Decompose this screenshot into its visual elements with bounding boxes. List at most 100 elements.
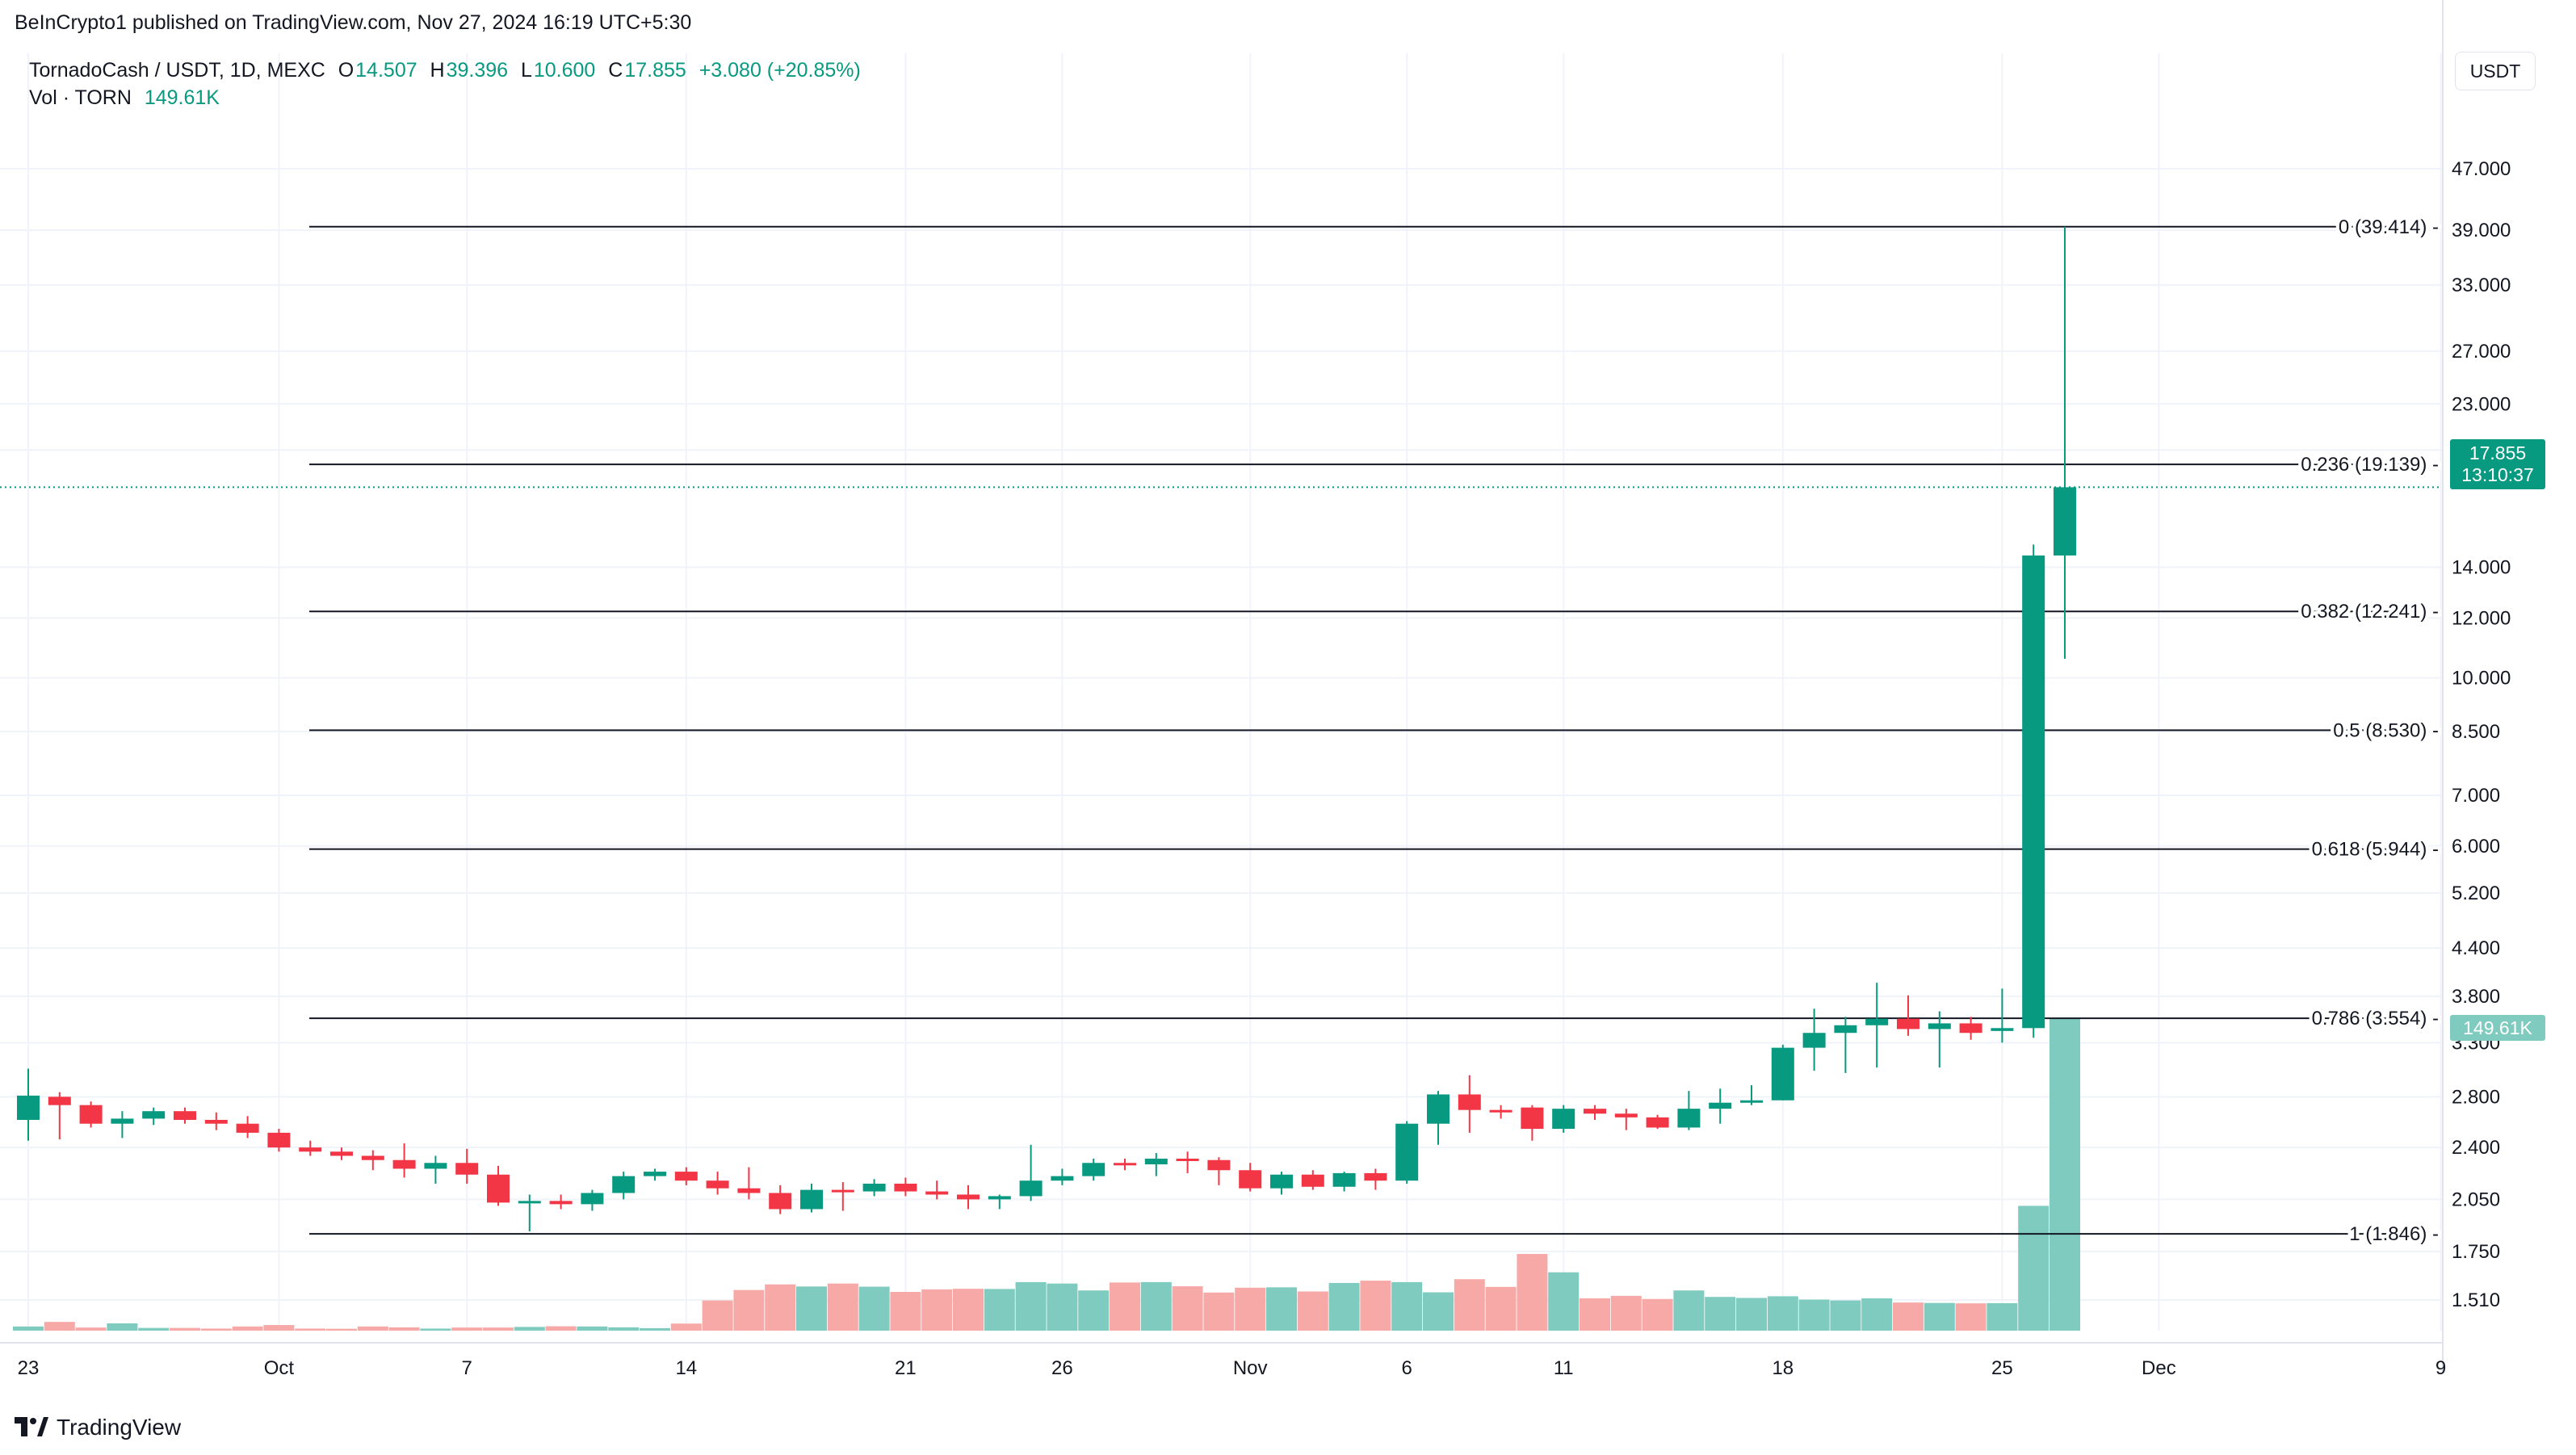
volume-bar [1705,1297,1736,1331]
y-axis-tick-label: 33.000 [2452,275,2511,296]
candle-body [581,1193,604,1205]
volume-bar [1798,1299,1830,1331]
tradingview-logo[interactable]: TradingView [15,1415,181,1440]
x-axis-tick-label: 21 [895,1357,917,1379]
legend-volume-value: 149.61K [144,86,220,109]
volume-bar [1987,1302,2018,1331]
volume-bar [1266,1287,1297,1331]
fib-level-label: 0 (39.414) - [2339,216,2439,238]
candle-body [1458,1094,1481,1110]
volume-bar [1924,1302,1955,1331]
currency-button[interactable]: USDT [2455,52,2536,90]
legend-close-value: 17.855 [624,59,686,82]
y-axis-tick-label: 5.200 [2452,883,2500,904]
volume-bar [138,1327,170,1331]
y-axis-tick-label: 23.000 [2452,393,2511,415]
candle-body [1427,1094,1450,1124]
candle-body [706,1180,729,1189]
candle-body [1489,1109,1512,1113]
legend-high-value: 39.396 [446,59,509,82]
volume-bar [1830,1300,1861,1331]
y-axis-tick-label: 6.000 [2452,836,2500,857]
candle-body [1991,1028,2014,1031]
volume-bar [1548,1272,1580,1331]
candle-body [800,1189,823,1210]
last-price-value: 17.855 [2469,442,2527,463]
volume-bar [1517,1254,1548,1331]
candle-body [455,1163,479,1175]
volume-bar [1328,1282,1360,1331]
volume-bar [232,1326,263,1331]
legend-high-label: H [430,59,445,82]
legend-open-label: O [338,59,355,82]
y-axis-tick-label: 39.000 [2452,220,2511,241]
y-axis-tick-label: 2.800 [2452,1086,2500,1108]
x-axis-tick-label: Dec [2142,1357,2176,1379]
volume-bar [1642,1298,1673,1331]
candle-body [1395,1123,1419,1181]
volume-bar [608,1327,640,1331]
bar-countdown: 13:10:37 [2461,464,2534,485]
legend-close-label: C [608,59,623,82]
volume-bar [514,1327,545,1331]
volume-bar [1297,1291,1328,1331]
candle-body [2022,555,2045,1029]
candle-body [1270,1174,1293,1189]
candle-body [1928,1023,1951,1029]
candle-body [518,1201,541,1204]
candle-body [1584,1109,1606,1114]
candle-body [1301,1174,1324,1187]
y-axis-tick-label: 1.510 [2452,1289,2500,1311]
candle-body [1051,1176,1074,1181]
candle-body [894,1183,917,1192]
volume-bar [1673,1290,1705,1331]
volume-bar [388,1327,420,1331]
candle-body [17,1095,40,1120]
y-axis-tick-label: 8.500 [2452,721,2500,743]
volume-bar [326,1328,357,1331]
candle-body [644,1172,666,1176]
candle-body [957,1194,980,1200]
y-axis-tick-label: 3.800 [2452,986,2500,1008]
candle-body [612,1176,636,1193]
y-axis-tick-label: 2.050 [2452,1189,2500,1210]
volume-bar [420,1328,451,1331]
fib-level-label: 0.5 (8.530) - [2333,719,2439,741]
y-axis-tick-label: 14.000 [2452,557,2511,579]
candle-body [1865,1018,1889,1025]
volume-bar [1610,1295,1642,1331]
candle-body [988,1196,1011,1200]
legend-open-value: 14.507 [355,59,417,82]
candle-body [1802,1033,1826,1048]
volume-bar [1485,1286,1517,1331]
candle-body [1614,1113,1638,1117]
legend-volume-label[interactable]: Vol · TORN [29,86,132,109]
x-axis-tick-label: 6 [1402,1357,1412,1379]
y-axis-tick-label: 4.400 [2452,937,2500,959]
candle-body [1364,1172,1387,1181]
volume-bar [1203,1292,1235,1331]
candle-body [1114,1163,1136,1166]
fib-level-label: 1 (1.846) - [2349,1223,2439,1245]
candle-body [737,1188,761,1193]
fib-level-label: 0.786 (3.554) - [2312,1008,2439,1029]
candle-body [267,1132,291,1148]
y-axis-tick-label: 10.000 [2452,668,2511,690]
candle-body [549,1201,573,1205]
candle-body [1239,1170,1262,1189]
volume-bar [44,1322,75,1331]
candle-body [1709,1102,1732,1109]
fib-level-label: 0.382 (12.241) - [2301,601,2439,623]
legend-symbol-row: TornadoCash / USDT, 1D, MEXC O14.507 H39… [29,57,862,84]
y-axis-tick-label: 27.000 [2452,341,2511,363]
volume-bar [1140,1281,1172,1331]
volume-bar [295,1328,326,1331]
volume-bar [13,1326,44,1331]
candle-body [236,1123,259,1133]
volume-bar [1893,1302,1924,1331]
volume-bar [1767,1296,1798,1331]
fib-level-label: 0.236 (19.139) - [2301,454,2439,476]
candle-body [48,1096,71,1105]
legend-symbol[interactable]: TornadoCash / USDT, 1D, MEXC [29,59,325,82]
